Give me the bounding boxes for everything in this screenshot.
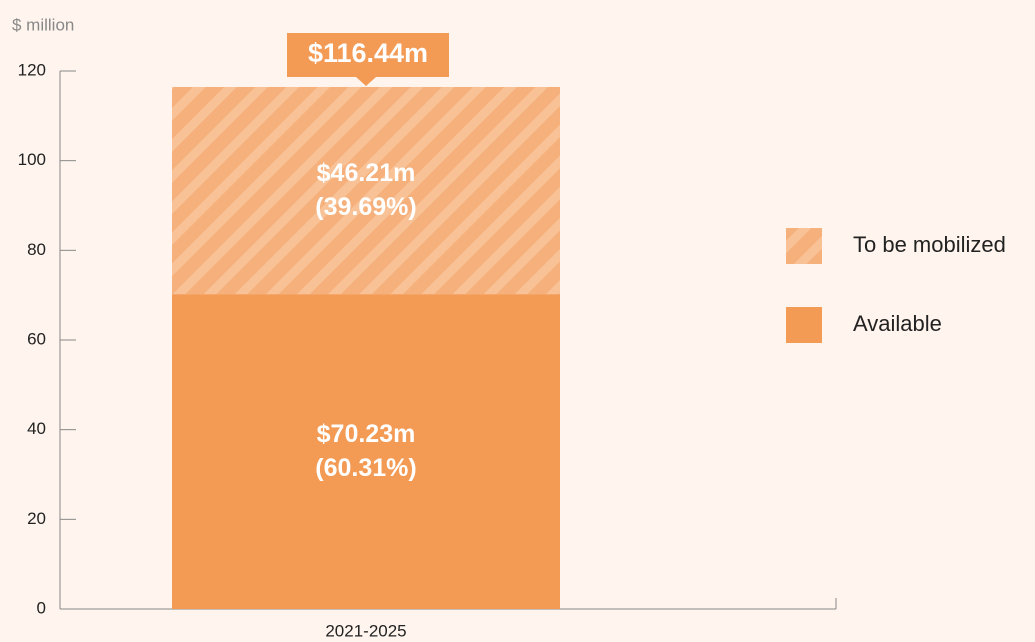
legend-label: Available xyxy=(853,311,942,336)
legend-swatch xyxy=(786,228,822,264)
y-tick-label: 120 xyxy=(18,60,46,79)
share-label: (60.31%) xyxy=(315,454,416,482)
bar-segment xyxy=(172,86,560,295)
legend-swatch xyxy=(786,307,822,343)
y-tick-label: 0 xyxy=(37,598,46,617)
x-tick-label: 2021-2025 xyxy=(325,621,406,640)
total-label: $116.44m xyxy=(308,38,428,68)
share-label: (39.69%) xyxy=(315,193,416,221)
legend-label: To be mobilized xyxy=(853,232,1006,257)
y-tick-label: 20 xyxy=(27,509,46,528)
y-axis-label: $ million xyxy=(12,15,74,34)
y-tick-label: 80 xyxy=(27,240,46,259)
value-label: $46.21m xyxy=(317,159,416,187)
y-tick-label: 60 xyxy=(27,329,46,348)
y-tick-label: 100 xyxy=(18,150,46,169)
total-callout xyxy=(287,32,449,86)
value-label: $70.23m xyxy=(317,420,416,448)
y-tick-label: 40 xyxy=(27,419,46,438)
bar-segment xyxy=(172,294,560,609)
